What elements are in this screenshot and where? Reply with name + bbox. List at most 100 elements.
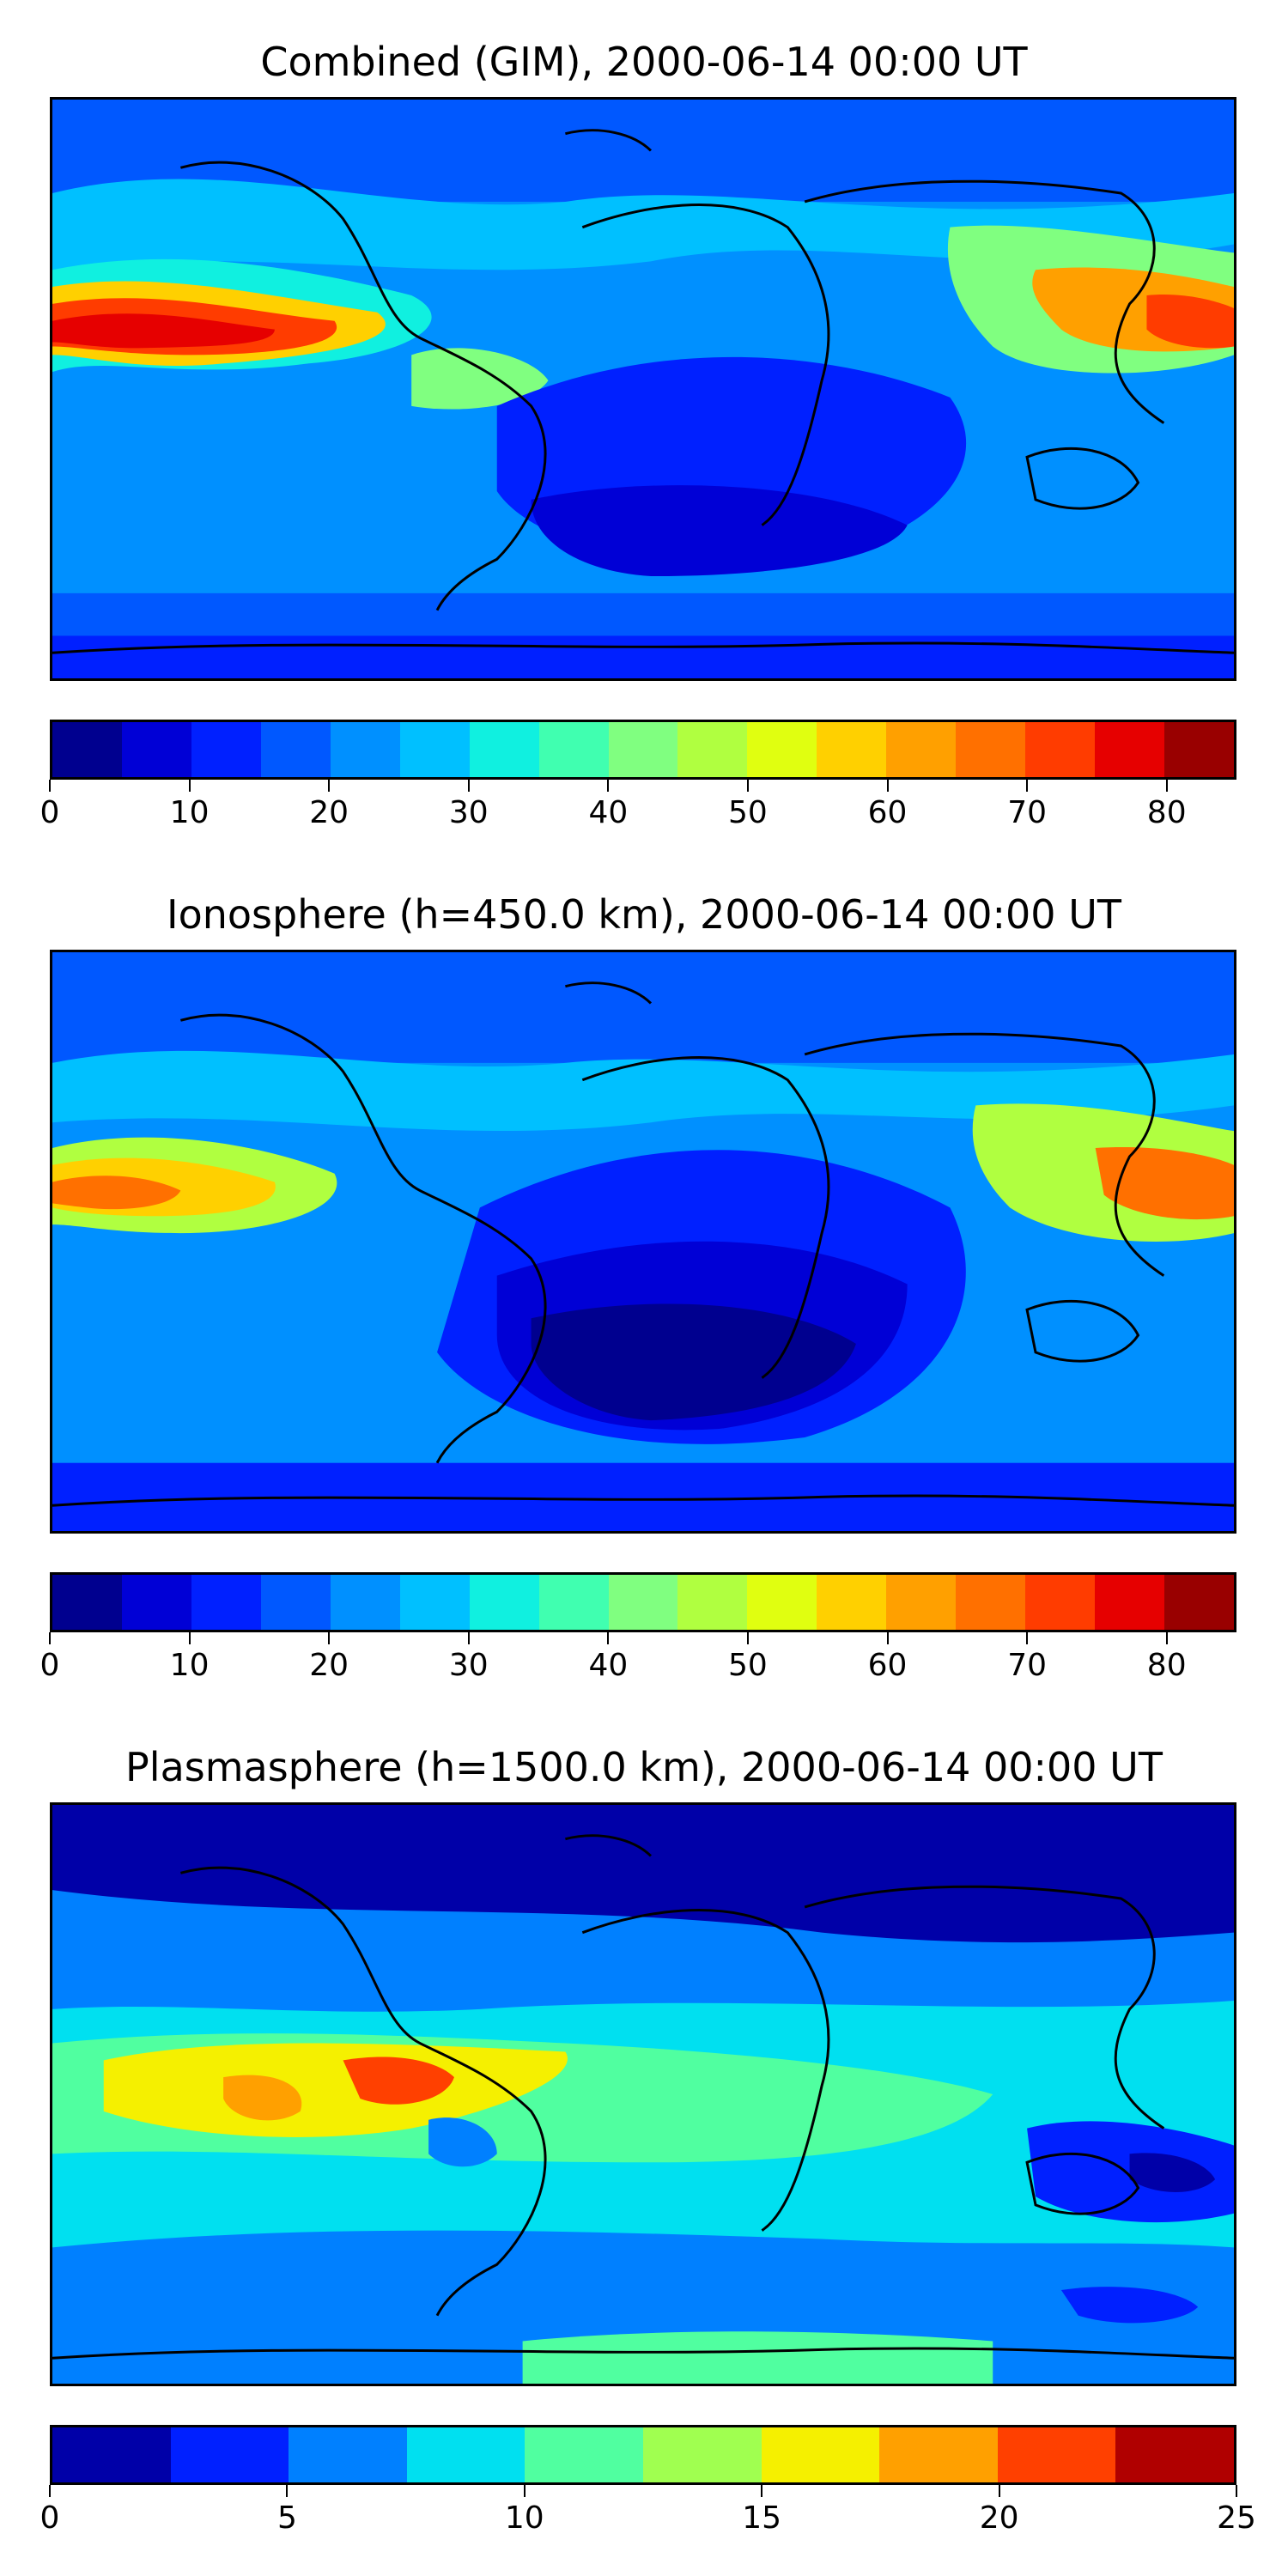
colorbar-tick-label: 70 [1007, 795, 1048, 830]
colorbar-tick-label: 60 [867, 795, 908, 830]
colorbar-segment [1115, 2427, 1234, 2482]
colorbar-segment [121, 722, 191, 777]
colorbar-segment [1095, 1575, 1164, 1630]
colorbar-tick-label: 50 [728, 795, 768, 830]
colorbar-segment [191, 1575, 261, 1630]
colorbar-segment [817, 1575, 887, 1630]
map-ionosphere [50, 950, 1236, 1534]
colorbar-segment [399, 722, 470, 777]
colorbar-tick [467, 1632, 470, 1644]
colorbar-segment [538, 1575, 609, 1630]
colorbar-segment [406, 2427, 526, 2482]
colorbar-tick-label: 50 [728, 1648, 768, 1683]
colorbar-segment [525, 2427, 643, 2482]
colorbar-segment [52, 1575, 122, 1630]
colorbar-segment [1164, 1575, 1234, 1630]
colorbar-tick-label: 40 [588, 1648, 629, 1683]
colorbar-tick-label: 15 [742, 2500, 782, 2536]
colorbar-tick-label: 30 [448, 795, 489, 830]
colorbar-segment [121, 1575, 191, 1630]
colorbar-segment [817, 722, 887, 777]
colorbar-tick-label: 10 [169, 1648, 210, 1683]
panel-title-ionosphere: Ionosphere (h=450.0 km), 2000-06-14 00:0… [167, 891, 1121, 938]
colorbar-ticks-combined: 0 10 20 30 40 50 60 70 80 [40, 780, 1236, 830]
colorbar-segment [608, 722, 678, 777]
colorbar-tick-label: 0 [39, 1648, 60, 1683]
colorbar-segment [956, 722, 1026, 777]
colorbar-segment [879, 2427, 998, 2482]
colorbar-ionosphere [50, 1572, 1236, 1632]
panel-title-plasmasphere: Plasmasphere (h=1500.0 km), 2000-06-14 0… [125, 1744, 1163, 1790]
colorbar-segment [469, 1575, 539, 1630]
colorbar-segment [469, 722, 539, 777]
colorbar-tick-label: 80 [1146, 1648, 1187, 1683]
colorbar-tick [467, 780, 470, 792]
colorbar-segment [608, 1575, 678, 1630]
colorbar-plasmasphere [50, 2425, 1236, 2485]
colorbar-segment [677, 1575, 748, 1630]
colorbar-tick [998, 2485, 1000, 2497]
colorbar-tick [49, 780, 51, 792]
colorbar-segment [330, 1575, 400, 1630]
colorbar-segment [170, 2427, 289, 2482]
colorbar-segment [677, 722, 748, 777]
colorbar-segment [260, 722, 331, 777]
colorbar-tick [607, 780, 610, 792]
colorbar-tick [1236, 2485, 1237, 2497]
colorbar-segment [1164, 722, 1234, 777]
colorbar-tick-label: 30 [448, 1648, 489, 1683]
colorbar-segment [1025, 1575, 1096, 1630]
colorbar-segment [399, 1575, 470, 1630]
colorbar-tick-label: 70 [1007, 1648, 1048, 1683]
colorbar-segment [191, 722, 261, 777]
colorbar-tick [188, 780, 191, 792]
colorbar-combined [50, 720, 1236, 780]
colorbar-tick-label: 25 [1217, 2500, 1256, 2536]
map-combined [50, 97, 1236, 681]
panel-title-combined: Combined (GIM), 2000-06-14 00:00 UT [260, 39, 1028, 85]
colorbar-tick-label: 0 [39, 2500, 60, 2536]
colorbar-segment [997, 2427, 1116, 2482]
colorbar-tick [746, 1632, 749, 1644]
colorbar-tick-label: 10 [169, 795, 210, 830]
colorbar-tick [1165, 1632, 1168, 1644]
colorbar-tick [328, 1632, 331, 1644]
colorbar-segment [1025, 722, 1096, 777]
colorbar-tick [761, 2485, 763, 2497]
colorbar-segment [642, 2427, 762, 2482]
colorbar-tick [886, 780, 889, 792]
colorbar-segment [956, 1575, 1026, 1630]
colorbar-segment [747, 1575, 817, 1630]
colorbar-tick [1165, 780, 1168, 792]
colorbar-tick [607, 1632, 610, 1644]
colorbar-tick-label: 20 [309, 795, 349, 830]
colorbar-ticks-ionosphere: 0 10 20 30 40 50 60 70 80 [40, 1632, 1236, 1683]
colorbar-ticks-plasmasphere: 0 5 10 15 20 25 [40, 2485, 1256, 2536]
colorbar-segment [52, 722, 122, 777]
colorbar-tick [1026, 780, 1029, 792]
colorbar-segment [1095, 722, 1164, 777]
map-plasmasphere [50, 1802, 1236, 2386]
colorbar-segment [330, 722, 400, 777]
colorbar-segment [52, 2427, 171, 2482]
colorbar-segment [886, 1575, 957, 1630]
colorbar-segment [886, 722, 957, 777]
colorbar-tick [49, 1632, 51, 1644]
colorbar-tick [286, 2485, 289, 2497]
colorbar-tick-label: 60 [867, 1648, 908, 1683]
colorbar-tick [328, 780, 331, 792]
colorbar-tick-label: 5 [276, 2500, 297, 2536]
colorbar-tick-label: 80 [1146, 795, 1187, 830]
colorbar-tick-label: 40 [588, 795, 629, 830]
colorbar-segment [260, 1575, 331, 1630]
colorbar-segment [747, 722, 817, 777]
colorbar-tick [1026, 1632, 1029, 1644]
colorbar-tick [49, 2485, 51, 2497]
colorbar-tick [523, 2485, 526, 2497]
colorbar-segment [761, 2427, 880, 2482]
colorbar-segment [538, 722, 609, 777]
colorbar-tick-label: 20 [979, 2500, 1019, 2536]
colorbar-tick-label: 20 [309, 1648, 349, 1683]
colorbar-segment [289, 2427, 407, 2482]
colorbar-tick [188, 1632, 191, 1644]
